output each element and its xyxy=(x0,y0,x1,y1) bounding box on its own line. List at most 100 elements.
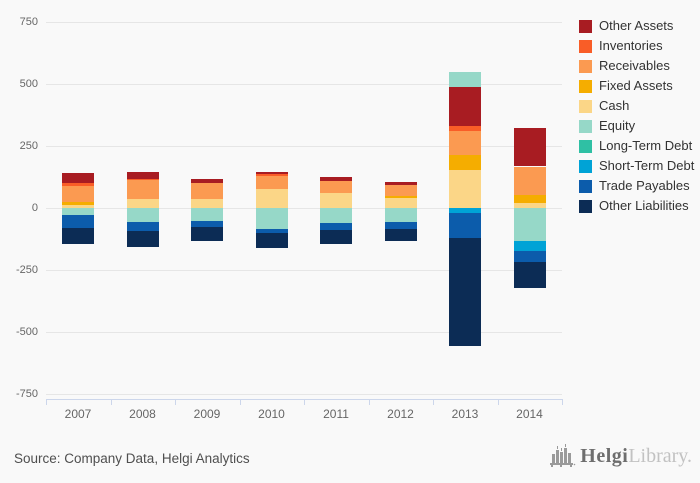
y-axis-label: -250 xyxy=(15,264,38,276)
stacked-balance-sheet-chart: 750 500 250 0 -250 -500 -750 2007 2008 2009 2010 20… xyxy=(15,17,563,421)
legend-label: Cash xyxy=(599,98,630,113)
bar-segment[interactable] xyxy=(513,166,546,195)
bar-segment[interactable] xyxy=(126,179,159,181)
legend-swatch-icon xyxy=(579,19,592,33)
legend-label: Equity xyxy=(599,118,636,133)
legend-item[interactable]: Cash xyxy=(579,96,694,116)
grid-line xyxy=(46,146,562,147)
bar-segment[interactable] xyxy=(513,250,546,263)
x-axis-tick xyxy=(239,399,241,405)
bar-segment[interactable] xyxy=(62,202,95,205)
bar-segment[interactable] xyxy=(62,215,95,228)
bar-segment[interactable] xyxy=(320,193,353,208)
legend-swatch-icon xyxy=(579,79,592,93)
legend-label: Long-Term Debt xyxy=(599,138,693,153)
legend-item[interactable]: Receivables xyxy=(579,56,694,76)
x-axis-label: 2009 xyxy=(193,407,221,421)
helgi-library-logo: Helgi Library. xyxy=(549,443,692,469)
bar-segment[interactable] xyxy=(255,171,288,174)
bar-segment[interactable] xyxy=(449,154,482,170)
legend-item[interactable]: Other Liabilities xyxy=(579,196,694,216)
bar-segment[interactable] xyxy=(62,173,95,183)
bar-segment[interactable] xyxy=(384,228,417,241)
legend-item[interactable]: Short-Term Debt xyxy=(579,156,694,176)
bar-segment[interactable] xyxy=(62,208,95,216)
legend-item[interactable]: Other Assets xyxy=(579,16,694,36)
x-axis-tick xyxy=(497,399,499,405)
bar-segment[interactable] xyxy=(191,183,224,199)
bar-segment[interactable] xyxy=(255,176,288,190)
bar-segment[interactable] xyxy=(384,198,417,208)
bar-segment[interactable] xyxy=(513,208,546,241)
bar-segment[interactable] xyxy=(320,176,353,181)
bar-segment[interactable] xyxy=(320,208,353,224)
legend-item[interactable]: Fixed Assets xyxy=(579,76,694,96)
x-axis-label: 2011 xyxy=(323,407,349,421)
x-axis-tick xyxy=(304,399,305,405)
bar-segment[interactable] xyxy=(191,208,224,221)
bar-segment[interactable] xyxy=(126,180,159,199)
bar-segment[interactable] xyxy=(255,189,288,208)
chart-legend: Other Assets Inventories Receivables Fixed … xyxy=(579,16,694,216)
x-axis-tick xyxy=(175,399,176,405)
y-axis-label: 0 xyxy=(31,202,38,214)
bar-segment[interactable] xyxy=(126,171,159,179)
x-axis-tick xyxy=(562,399,563,405)
legend-item[interactable]: Long-Term Debt xyxy=(579,136,694,156)
bar-segment[interactable] xyxy=(62,182,95,186)
bar-segment[interactable] xyxy=(191,220,224,227)
bar-segment[interactable] xyxy=(126,208,159,223)
bar-segment[interactable] xyxy=(255,228,288,234)
bar-segment[interactable] xyxy=(62,185,95,203)
bar-segment[interactable] xyxy=(449,126,482,132)
x-axis-tick xyxy=(368,399,370,405)
bar-segment[interactable] xyxy=(449,213,482,238)
bar-segment[interactable] xyxy=(384,196,417,199)
bar-segment[interactable] xyxy=(62,228,95,245)
x-axis-label: 2008 xyxy=(129,407,156,421)
bar-segment[interactable] xyxy=(191,198,224,208)
bar-segment[interactable] xyxy=(191,179,224,184)
legend-item[interactable]: Trade Payables xyxy=(579,176,694,196)
legend-swatch-icon xyxy=(579,159,592,173)
bar-segment[interactable] xyxy=(513,262,546,289)
legend-item[interactable]: Inventories xyxy=(579,36,694,56)
bar-segment[interactable] xyxy=(384,182,417,186)
bar-segment[interactable] xyxy=(384,221,417,229)
bar-segment[interactable] xyxy=(320,230,353,245)
grid-line xyxy=(46,208,562,209)
bar-segment[interactable] xyxy=(449,131,482,155)
bar-segment[interactable] xyxy=(513,203,546,208)
bar-segment[interactable] xyxy=(513,194,546,204)
legend-label: Receivables xyxy=(599,58,670,73)
bar-segment[interactable] xyxy=(62,204,95,208)
bar-segment[interactable] xyxy=(126,222,159,232)
bar-segment[interactable] xyxy=(449,237,482,346)
bar-segment[interactable] xyxy=(320,223,353,231)
x-axis-label: 2010 xyxy=(258,407,285,421)
bar-segment[interactable] xyxy=(126,231,159,248)
bar-segment[interactable] xyxy=(320,180,353,194)
bar-segment[interactable] xyxy=(126,198,159,208)
x-axis-tick xyxy=(433,399,434,405)
legend-swatch-icon xyxy=(579,139,592,153)
bar-segment[interactable] xyxy=(449,169,482,208)
bar-segment[interactable] xyxy=(384,185,417,197)
x-axis-label: 2013 xyxy=(451,407,479,421)
bar-segment[interactable] xyxy=(449,86,482,127)
bar-segment[interactable] xyxy=(513,241,546,251)
bar-segment[interactable] xyxy=(513,127,546,167)
grid-line xyxy=(46,84,562,85)
bar-segment[interactable] xyxy=(255,233,288,248)
logo-text-library: Library. xyxy=(628,444,692,467)
bar-segment[interactable] xyxy=(449,72,482,87)
helgi-logo-icon xyxy=(550,444,576,467)
legend-item[interactable]: Equity xyxy=(579,116,694,136)
source-text: Source: Company Data, Helgi Analytics xyxy=(14,451,250,466)
bar-segment[interactable] xyxy=(255,174,288,176)
bar-segment[interactable] xyxy=(449,208,482,213)
legend-swatch-icon xyxy=(579,59,592,73)
bar-segment[interactable] xyxy=(191,226,224,241)
bar-segment[interactable] xyxy=(255,208,288,229)
bar-segment[interactable] xyxy=(384,208,417,222)
